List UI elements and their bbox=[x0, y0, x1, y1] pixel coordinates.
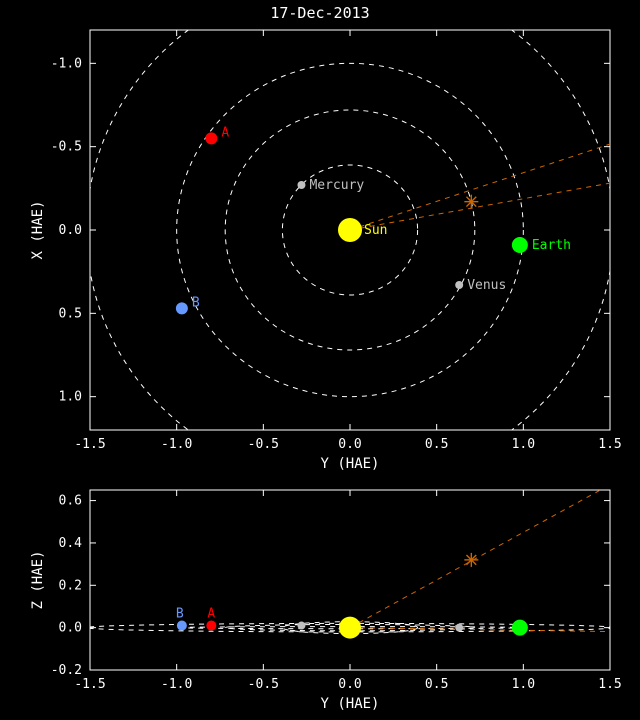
svg-text:-1.5: -1.5 bbox=[74, 677, 105, 692]
svg-text:-0.5: -0.5 bbox=[248, 437, 279, 452]
svg-text:Y (HAE): Y (HAE) bbox=[320, 696, 379, 712]
svg-text:-1.5: -1.5 bbox=[74, 437, 105, 452]
svg-text:A: A bbox=[221, 125, 229, 140]
svg-text:1.0: 1.0 bbox=[59, 390, 82, 405]
svg-text:1.5: 1.5 bbox=[598, 437, 621, 452]
svg-text:B: B bbox=[176, 607, 184, 622]
svg-text:1.0: 1.0 bbox=[512, 437, 535, 452]
svg-text:-1.0: -1.0 bbox=[161, 677, 192, 692]
svg-text:1.0: 1.0 bbox=[512, 677, 535, 692]
svg-text:-1.0: -1.0 bbox=[51, 56, 82, 71]
orbit-chart: 17-Dec-2013 -1.5 -1.0 -0.5 0.0 0.5 1.0 1.5 -1.0 -… bbox=[0, 0, 640, 720]
svg-text:-1.0: -1.0 bbox=[161, 437, 192, 452]
svg-text:Z (HAE): Z (HAE) bbox=[30, 550, 46, 609]
svg-text:B: B bbox=[192, 295, 200, 310]
svg-text:0.5: 0.5 bbox=[425, 677, 448, 692]
svg-text:A: A bbox=[207, 607, 215, 622]
svg-text:17-Dec-2013: 17-Dec-2013 bbox=[270, 4, 369, 22]
svg-text:0.2: 0.2 bbox=[59, 578, 82, 593]
svg-text:0.0: 0.0 bbox=[59, 621, 82, 636]
svg-text:0.5: 0.5 bbox=[59, 306, 82, 321]
svg-text:-0.5: -0.5 bbox=[248, 677, 279, 692]
svg-text:Sun: Sun bbox=[364, 223, 387, 238]
svg-text:Mercury: Mercury bbox=[309, 178, 364, 193]
svg-text:0.4: 0.4 bbox=[59, 536, 83, 551]
svg-text:0.0: 0.0 bbox=[338, 437, 361, 452]
svg-text:Earth: Earth bbox=[532, 238, 571, 253]
svg-text:-0.5: -0.5 bbox=[51, 140, 82, 155]
svg-text:-0.2: -0.2 bbox=[51, 663, 82, 678]
svg-text:X (HAE): X (HAE) bbox=[30, 200, 46, 259]
svg-text:1.5: 1.5 bbox=[598, 677, 621, 692]
svg-text:0.5: 0.5 bbox=[425, 437, 448, 452]
svg-text:0.0: 0.0 bbox=[338, 677, 361, 692]
svg-text:0.6: 0.6 bbox=[59, 494, 82, 509]
svg-text:Y (HAE): Y (HAE) bbox=[320, 456, 379, 472]
svg-text:0.0: 0.0 bbox=[59, 223, 82, 238]
svg-text:Venus: Venus bbox=[467, 278, 506, 293]
